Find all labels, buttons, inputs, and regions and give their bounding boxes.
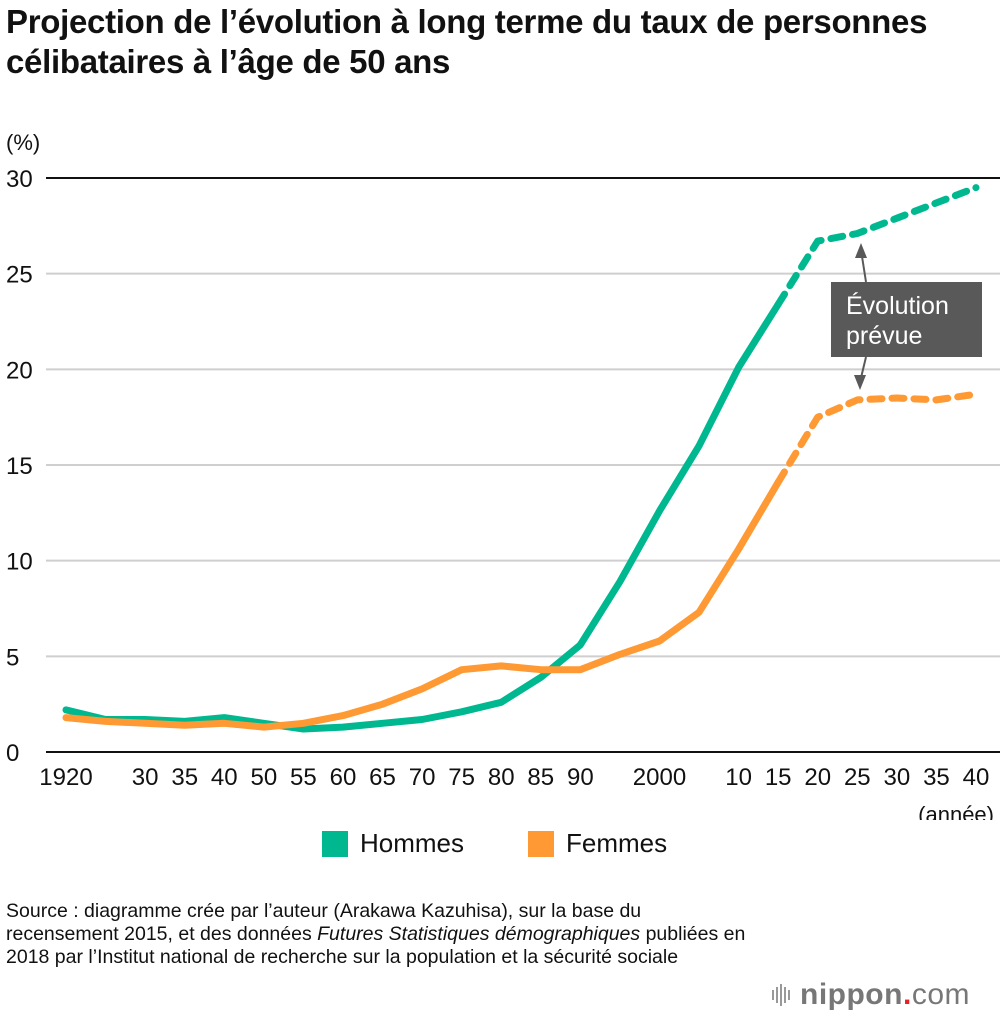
annotation-arrow-down-icon [854, 375, 866, 390]
legend-label-hommes: Hommes [360, 828, 465, 858]
x-tick-label: 65 [369, 764, 396, 791]
source-publication-title: Futures Statistiques démographiques [317, 923, 641, 945]
y-tick-label: 25 [6, 262, 33, 289]
annotation-arrow-up-icon [855, 243, 867, 258]
legend-swatch-hommes [322, 830, 348, 857]
series-line-hommes-projected [774, 184, 980, 308]
y-tick-label: 20 [6, 357, 33, 384]
x-tick-label: 10 [725, 764, 752, 791]
x-tick-label: 50 [250, 764, 277, 791]
x-tick-label: 30 [132, 764, 159, 791]
brand-logo: nippon.com [772, 978, 970, 1012]
series-line-femmes-projected [774, 390, 980, 486]
x-tick-label: 30 [884, 764, 911, 791]
source-text-part1: Source : diagramme crée par l’auteur (Ar… [6, 900, 642, 945]
y-tick-label: 10 [6, 549, 33, 576]
y-tick-label: 30 [6, 166, 33, 193]
x-tick-label: 35 [171, 764, 198, 791]
x-tick-label: 55 [290, 764, 317, 791]
annotation-text-line2: prévue [846, 322, 922, 350]
brand-wordmark: nippon.com [800, 978, 970, 1012]
series-line-hommes-observed [62, 300, 782, 733]
sound-wave-icon [772, 984, 792, 1006]
x-tick-label: 85 [527, 764, 554, 791]
source-text-part2: publiées en 2018 par l’Institut national… [6, 923, 746, 968]
legend-label-femmes: Femmes [566, 828, 668, 858]
x-tick-label: 70 [409, 764, 436, 791]
projection-annotation: Évolution prévue [831, 243, 982, 390]
series-lines [62, 184, 980, 733]
legend-item-femmes: Femmes [528, 828, 667, 859]
brand-tld: com [911, 978, 970, 1011]
x-tick-label: 90 [567, 764, 594, 791]
x-tick-label: 60 [330, 764, 357, 791]
x-tick-label: 15 [765, 764, 792, 791]
x-tick-label: 35 [923, 764, 950, 791]
x-tick-label: 1920 [39, 764, 92, 791]
chart-title: Projection de l’évolution à long terme d… [6, 3, 928, 80]
x-tick-label: 25 [844, 764, 871, 791]
y-tick-label: 0 [6, 740, 19, 767]
annotation-box [831, 282, 982, 357]
grid-lines [46, 177, 1000, 753]
line-chart: 0 5 10 15 20 25 30 1920 30 35 40 50 55 60 65 70 75 80 85 9… [6, 130, 1000, 820]
x-axis-label: (année) [918, 802, 994, 820]
x-tick-label: 2000 [633, 764, 686, 791]
y-tick-label: 15 [6, 453, 33, 480]
x-tick-label: 75 [448, 764, 475, 791]
series-line-femmes-observed [62, 478, 782, 731]
y-tick-labels: 0 5 10 15 20 25 30 [6, 166, 33, 767]
x-tick-label: 80 [488, 764, 515, 791]
x-tick-labels: 1920 30 35 40 50 55 60 65 70 75 80 85 90 2000 10 15 20 25… [39, 764, 989, 791]
x-tick-label: 40 [963, 764, 990, 791]
legend-item-hommes: Hommes [322, 828, 464, 859]
legend: Hommes Femmes [0, 828, 1000, 864]
brand-name: nippon [800, 978, 903, 1011]
legend-swatch-femmes [528, 830, 554, 857]
brand-dot: . [902, 978, 912, 1011]
x-tick-label: 20 [804, 764, 831, 791]
x-tick-label: 40 [211, 764, 238, 791]
y-tick-label: 5 [6, 644, 19, 671]
y-axis-label: (%) [6, 130, 40, 155]
annotation-text-line1: Évolution [846, 291, 949, 320]
source-note: Source : diagramme crée par l’auteur (Ar… [6, 900, 746, 969]
